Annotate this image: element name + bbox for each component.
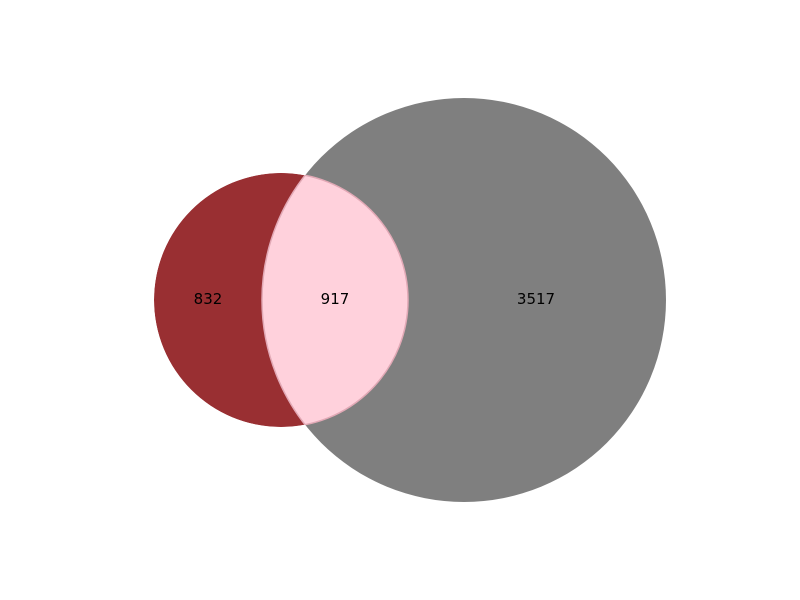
label-b-only: 3517: [517, 290, 555, 308]
set-a-only-region: [154, 173, 408, 427]
label-a-only: 832: [194, 290, 223, 308]
label-intersection: 917: [321, 290, 350, 308]
set-b-circle: [262, 98, 666, 502]
set-b-outline: [261, 173, 408, 427]
